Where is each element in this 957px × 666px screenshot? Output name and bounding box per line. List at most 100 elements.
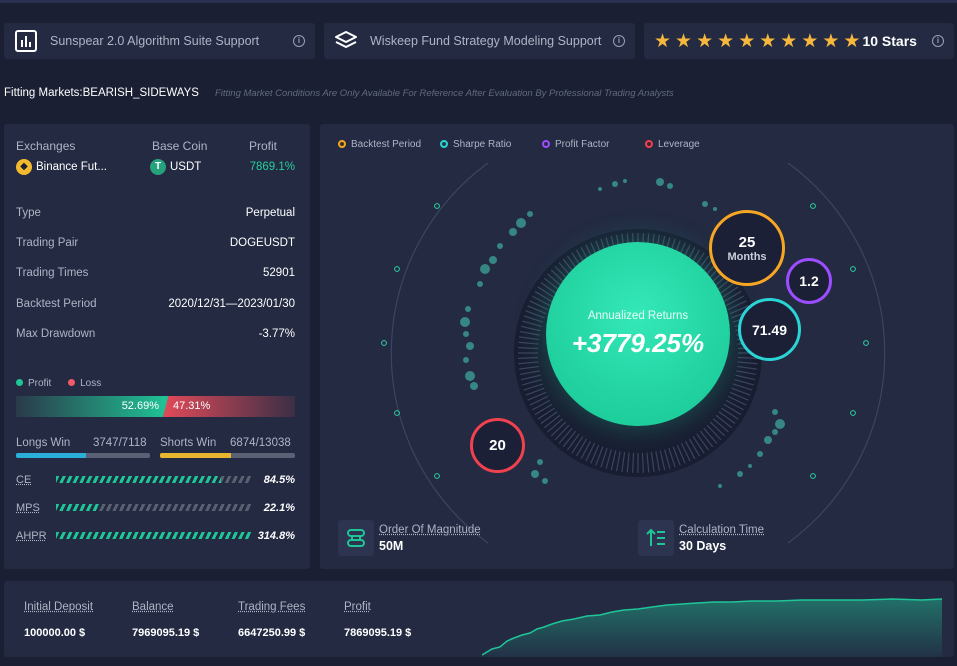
magnitude-label[interactable]: Order Of Magnitude: [379, 523, 481, 536]
calc-time-value: 30 Days: [679, 538, 727, 553]
loss-dot: [68, 379, 76, 386]
legend-backtest-period: Backtest Period: [338, 139, 421, 150]
mps-fill: [56, 504, 100, 511]
legend-profit-factor: Profit Factor: [542, 139, 609, 150]
star-icon: ★: [801, 30, 819, 52]
loss-legend-label: Loss: [80, 378, 102, 389]
trading-times-label: Trading Times: [16, 267, 89, 279]
ce-value: 84.5%: [263, 474, 295, 486]
trading-fees-value: 6647250.99 $: [238, 627, 306, 639]
order-of-magnitude: Order Of Magnitude 50M: [338, 520, 481, 556]
ahpr-bar: [56, 532, 251, 539]
profit-header: Profit: [249, 139, 278, 153]
profit-value: 7869.1%: [249, 161, 295, 173]
fitting-markets: Fitting Markets:BEARISH_SIDEWAYS: [4, 87, 199, 99]
max-drawdown-label: Max Drawdown: [16, 328, 96, 340]
calculation-time: Calculation Time 30 Days: [638, 520, 764, 556]
profit-pct: 52.69%: [121, 400, 159, 412]
profit-factor-legend-dot: [542, 140, 550, 148]
backtest-period-label: Backtest Period: [16, 298, 97, 310]
info-icon[interactable]: i: [932, 35, 944, 47]
sort-icon: [638, 520, 674, 556]
algorithm-support-label: Sunspear 2.0 Algorithm Suite Support: [50, 34, 260, 48]
star-icon: ★: [843, 30, 861, 52]
star-icon: ★: [717, 30, 735, 52]
ce-bar: [56, 476, 251, 483]
bar-chart-icon: [14, 29, 38, 53]
backtest-period-bubble[interactable]: 25 Months: [709, 210, 785, 286]
backtest-period-value: 2020/12/31—2023/01/30: [168, 298, 295, 310]
binance-icon: ◆: [16, 159, 32, 175]
star-icon: ★: [654, 30, 672, 52]
tether-icon: T: [150, 159, 166, 175]
balance-value: 7969095.19 $: [132, 627, 200, 639]
balance-sparkline: [482, 598, 942, 657]
star-icon: ★: [675, 30, 693, 52]
info-icon[interactable]: i: [613, 35, 625, 47]
trading-fees-label[interactable]: Trading Fees: [238, 601, 306, 613]
coin-value: T USDT: [150, 159, 201, 175]
longs-win-bar: [16, 453, 150, 458]
profit-total-value: 7869095.19 $: [344, 627, 412, 639]
leverage-legend-label: Leverage: [658, 139, 700, 150]
trading-pair-value: DOGEUSDT: [229, 237, 295, 249]
leverage-bubble[interactable]: 20: [470, 418, 525, 473]
sharpe-ratio-bubble[interactable]: 71.49: [738, 298, 801, 361]
magnitude-value: 50M: [379, 538, 404, 553]
backtest-legend-label: Backtest Period: [351, 139, 422, 150]
balance-label[interactable]: Balance: [132, 601, 174, 613]
profit-segment: 52.69%: [16, 396, 169, 417]
star-rating: ★ ★ ★ ★ ★ ★ ★ ★ ★ ★: [654, 30, 860, 53]
legend-leverage: Leverage: [645, 139, 700, 150]
loss-pct: 47.31%: [173, 400, 211, 412]
ahpr-fill: [56, 532, 251, 539]
star-icon: ★: [738, 30, 756, 52]
algorithm-support-card[interactable]: Sunspear 2.0 Algorithm Suite Support i: [4, 23, 315, 59]
layers-icon: [334, 29, 358, 53]
shorts-win-label: Shorts Win: [160, 437, 217, 449]
sharpe-legend-label: Sharpe Ratio: [453, 139, 512, 150]
profit-loss-legend: Profit Loss: [16, 378, 101, 389]
calc-time-label[interactable]: Calculation Time: [679, 523, 765, 536]
star-icon: ★: [759, 30, 777, 52]
trading-times-value: 52901: [263, 267, 295, 279]
info-icon[interactable]: i: [293, 35, 305, 47]
backtest-bubble-value: 25: [738, 233, 756, 251]
backtest-bubble-unit: Months: [727, 250, 767, 263]
returns-label: Annualized Returns: [587, 309, 689, 322]
star-icon: ★: [696, 30, 714, 52]
profit-loss-bar: 52.69% 47.31%: [16, 396, 295, 417]
strategy-details-panel: Exchanges Base Coin Profit ◆ Binance Fut.…: [4, 124, 310, 569]
longs-win-label: Longs Win: [16, 437, 71, 449]
ahpr-value: 314.8%: [257, 530, 295, 542]
ahpr-label[interactable]: AHPR: [16, 530, 47, 542]
fund-strategy-label: Wiskeep Fund Strategy Modeling Support: [370, 34, 602, 48]
fitting-note: Fitting Market Conditions Are Only Avail…: [215, 88, 674, 99]
shorts-win-fill: [160, 453, 232, 458]
longs-win-value: 3747/7118: [93, 437, 147, 449]
rating-label: 10 Stars: [862, 33, 917, 49]
profit-factor-bubble[interactable]: 1.2: [786, 258, 832, 304]
annualized-returns-circle: Annualized Returns +3779.25%: [546, 242, 730, 426]
type-label: Type: [16, 207, 41, 219]
mps-label[interactable]: MPS: [16, 502, 40, 514]
shorts-win-bar: [160, 453, 295, 458]
mps-value: 22.1%: [263, 502, 295, 514]
ce-label[interactable]: CE: [16, 474, 32, 486]
backtest-legend-dot: [338, 140, 346, 148]
base-coin-header: Base Coin: [152, 139, 208, 153]
initial-deposit-label[interactable]: Initial Deposit: [24, 601, 94, 613]
profit-total-label[interactable]: Profit: [344, 601, 371, 613]
longs-win-fill: [16, 453, 87, 458]
exchange-value: ◆ Binance Fut...: [16, 159, 107, 175]
star-icon: ★: [822, 30, 840, 52]
fund-strategy-card[interactable]: Wiskeep Fund Strategy Modeling Support i: [324, 23, 635, 59]
rating-card[interactable]: ★ ★ ★ ★ ★ ★ ★ ★ ★ ★ 10 Stars i: [644, 23, 954, 59]
type-value: Perpetual: [245, 207, 295, 219]
returns-panel: Backtest Period Sharpe Ratio Profit Fact…: [320, 124, 954, 569]
profit-factor-legend-label: Profit Factor: [555, 139, 610, 150]
sharpe-legend-dot: [440, 140, 448, 148]
exchanges-header: Exchanges: [16, 139, 76, 153]
exchange-name: Binance Fut...: [36, 161, 107, 174]
shorts-win-value: 6874/13038: [230, 437, 291, 449]
